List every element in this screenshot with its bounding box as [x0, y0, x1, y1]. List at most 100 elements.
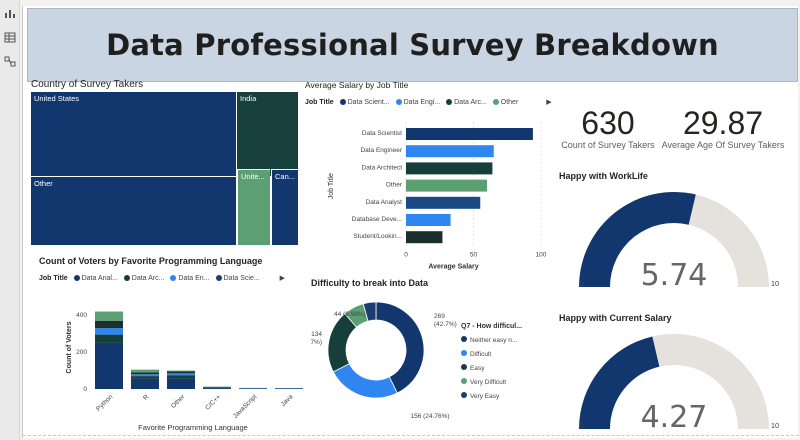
donut-title: Difficulty to break into Data	[311, 278, 429, 288]
donut-legend-item: Difficult	[470, 351, 491, 358]
stacked-bar-segment	[167, 373, 195, 376]
table-view-icon[interactable]	[4, 32, 16, 43]
salary-happiness-gauge[interactable]: 4.27 0 10	[559, 324, 789, 436]
gauge-min-label: 0	[580, 279, 584, 288]
donut-legend-dot	[461, 364, 467, 370]
legend-label: Job Title	[39, 275, 68, 282]
legend-dot	[446, 99, 453, 106]
y-tick-label: Other	[386, 182, 403, 189]
stacked-bar-segment	[131, 376, 159, 379]
language-stacked-bar-chart[interactable]: 0 200 400 Python R Other C/C++ JavaScript Java Co…	[33, 284, 308, 432]
gauge-max-label: 10	[771, 421, 779, 430]
stacked-bar-segment	[131, 372, 159, 375]
treemap-title: Country of Survey Takers	[31, 79, 144, 90]
treemap-cell-label: India	[240, 94, 257, 103]
kpi-label: Average Age Of Survey Takers	[661, 140, 785, 150]
treemap-cell-united-states[interactable]: United States	[31, 92, 236, 176]
y-tick-label: Data Engineer	[360, 147, 402, 154]
legend-item: Data Scient...	[347, 99, 390, 106]
donut-slice	[332, 363, 398, 399]
canvas-bottom-divider	[23, 435, 799, 436]
legend-next-arrow[interactable]: ▶	[279, 275, 286, 282]
stacked-bar-segment	[203, 387, 231, 389]
model-view-icon[interactable]	[4, 56, 16, 67]
x-tick-label: Python	[95, 393, 115, 413]
salary-chart-legend[interactable]: Job Title Data Scient... Data Engi... Da…	[305, 98, 552, 106]
lang-chart-legend[interactable]: Job Title Data Anal... Data Arc... Data …	[39, 274, 285, 282]
y-tick-label: 200	[76, 349, 87, 356]
kpi-average-age: 29.87 Average Age Of Survey Takers	[658, 106, 788, 150]
legend-dot	[73, 275, 80, 282]
stacked-bar-segment	[131, 369, 159, 373]
donut-data-label: 156 (24.76%)	[410, 413, 449, 420]
donut-data-label: 269	[434, 313, 445, 320]
salary-chart-title: Average Salary by Job Title	[305, 80, 409, 90]
donut-slice	[362, 301, 377, 322]
lang-chart-title: Count of Voters by Favorite Programming …	[39, 256, 263, 266]
gauge-value-arc	[579, 191, 696, 287]
gauge-value-text: 4.27	[641, 400, 708, 435]
donut-legend-dot	[461, 392, 467, 398]
gauge-remainder-arc	[652, 334, 769, 429]
legend-item: Data Anal...	[81, 275, 118, 282]
x-axis-title: Average Salary	[428, 263, 478, 270]
treemap-cell-label: Other	[34, 179, 53, 188]
donut-legend-item: Very Easy	[470, 393, 500, 400]
y-tick-label: Database Deve...	[352, 216, 402, 223]
y-tick-label: Data Scientist	[362, 130, 402, 137]
worklife-gauge[interactable]: 5.74 0 10	[559, 182, 789, 294]
legend-dot	[339, 99, 346, 106]
donut-slice	[375, 301, 425, 394]
stacked-bar-segment	[167, 375, 195, 379]
kpi-label: Count of Survey Takers	[561, 140, 655, 150]
gauge-value-arc	[579, 336, 660, 429]
salary-bar-chart[interactable]: Data Scientist Data Engineer Data Architec…	[301, 106, 551, 276]
gauge-max-label: 10	[771, 279, 779, 288]
legend-item: Data Engi...	[403, 99, 441, 106]
kpi-value: 630	[581, 105, 635, 141]
legend-dot	[170, 275, 177, 282]
stacked-bar-segment	[95, 311, 123, 321]
donut-data-label: (42.7%)	[434, 321, 457, 328]
x-tick-label: 0	[404, 251, 408, 258]
donut-data-label: (21.27%)	[311, 339, 322, 346]
report-view-icon[interactable]	[4, 8, 16, 19]
gauge-title: Happy with WorkLife	[559, 171, 648, 181]
y-axis-title: Count of Voters	[66, 321, 73, 373]
legend-dot	[395, 99, 402, 106]
treemap-cell-label: Can...	[275, 172, 296, 181]
y-tick-label: 0	[83, 386, 87, 393]
x-axis-title: Favorite Programming Language	[138, 423, 248, 432]
y-tick-label: Data Analyst	[366, 199, 403, 206]
gauge-value-text: 5.74	[641, 258, 708, 293]
kpi-survey-takers: 630 Count of Survey Takers	[553, 106, 663, 150]
stacked-bar-segment	[239, 388, 267, 389]
legend-dot	[492, 99, 499, 106]
stacked-bar-segment	[275, 388, 303, 389]
treemap-cell-canada[interactable]: Can...	[271, 169, 298, 245]
legend-dot	[123, 275, 130, 282]
x-tick-label: 100	[536, 251, 547, 258]
y-tick-label: Student/Lookin...	[353, 233, 402, 240]
salary-bar	[406, 162, 493, 175]
legend-item: Data En...	[178, 275, 210, 282]
salary-bar	[406, 128, 533, 140]
donut-legend-dot	[461, 378, 467, 384]
gauge-min-label: 0	[580, 421, 584, 430]
salary-bar	[406, 231, 443, 244]
dashboard-title: Data Professional Survey Breakdown	[106, 28, 719, 62]
stacked-bar-segment	[95, 334, 123, 343]
treemap-cell-united-kingdom[interactable]: Unite...	[237, 169, 270, 245]
x-tick-label: 50	[470, 251, 478, 258]
y-axis-title: Job Title	[328, 173, 335, 199]
legend-next-arrow[interactable]: ▶	[546, 99, 552, 106]
donut-legend-title: Q7 - How difficul...	[461, 323, 522, 330]
title-banner: Data Professional Survey Breakdown	[27, 8, 798, 82]
donut-legend-item: Easy	[470, 365, 485, 372]
salary-bar	[406, 179, 487, 192]
treemap-cell-other[interactable]: Other	[31, 176, 236, 245]
donut-data-label: 134	[311, 331, 322, 338]
difficulty-donut-chart[interactable]: 269(42.7%) 156 (24.76%) 134(21.27%) 44 (6.9…	[311, 294, 561, 429]
stacked-bar-segment	[95, 320, 123, 329]
treemap-cell-india[interactable]: India	[237, 92, 298, 176]
